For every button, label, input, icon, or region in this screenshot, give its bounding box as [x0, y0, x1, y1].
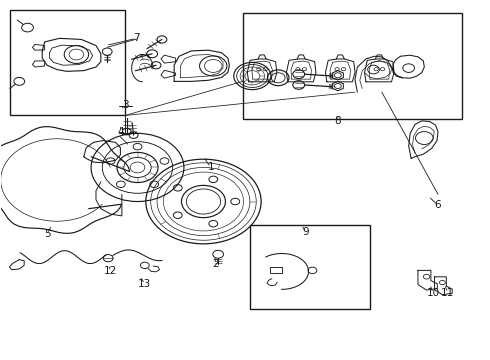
Bar: [243, 13, 463, 119]
Text: 4: 4: [117, 127, 123, 136]
Text: 11: 11: [441, 288, 454, 298]
Text: 13: 13: [138, 279, 151, 289]
Bar: [250, 225, 369, 309]
Text: 1: 1: [207, 162, 214, 172]
Text: 10: 10: [427, 288, 440, 298]
Text: 6: 6: [435, 200, 441, 210]
Bar: [10, 10, 125, 116]
Text: 9: 9: [303, 227, 309, 237]
Text: 5: 5: [44, 229, 50, 239]
Text: 3: 3: [122, 100, 128, 110]
Text: 12: 12: [104, 266, 117, 276]
Text: 2: 2: [212, 259, 219, 269]
Bar: [270, 267, 282, 273]
Text: 7: 7: [133, 33, 140, 43]
Text: 8: 8: [335, 116, 341, 126]
